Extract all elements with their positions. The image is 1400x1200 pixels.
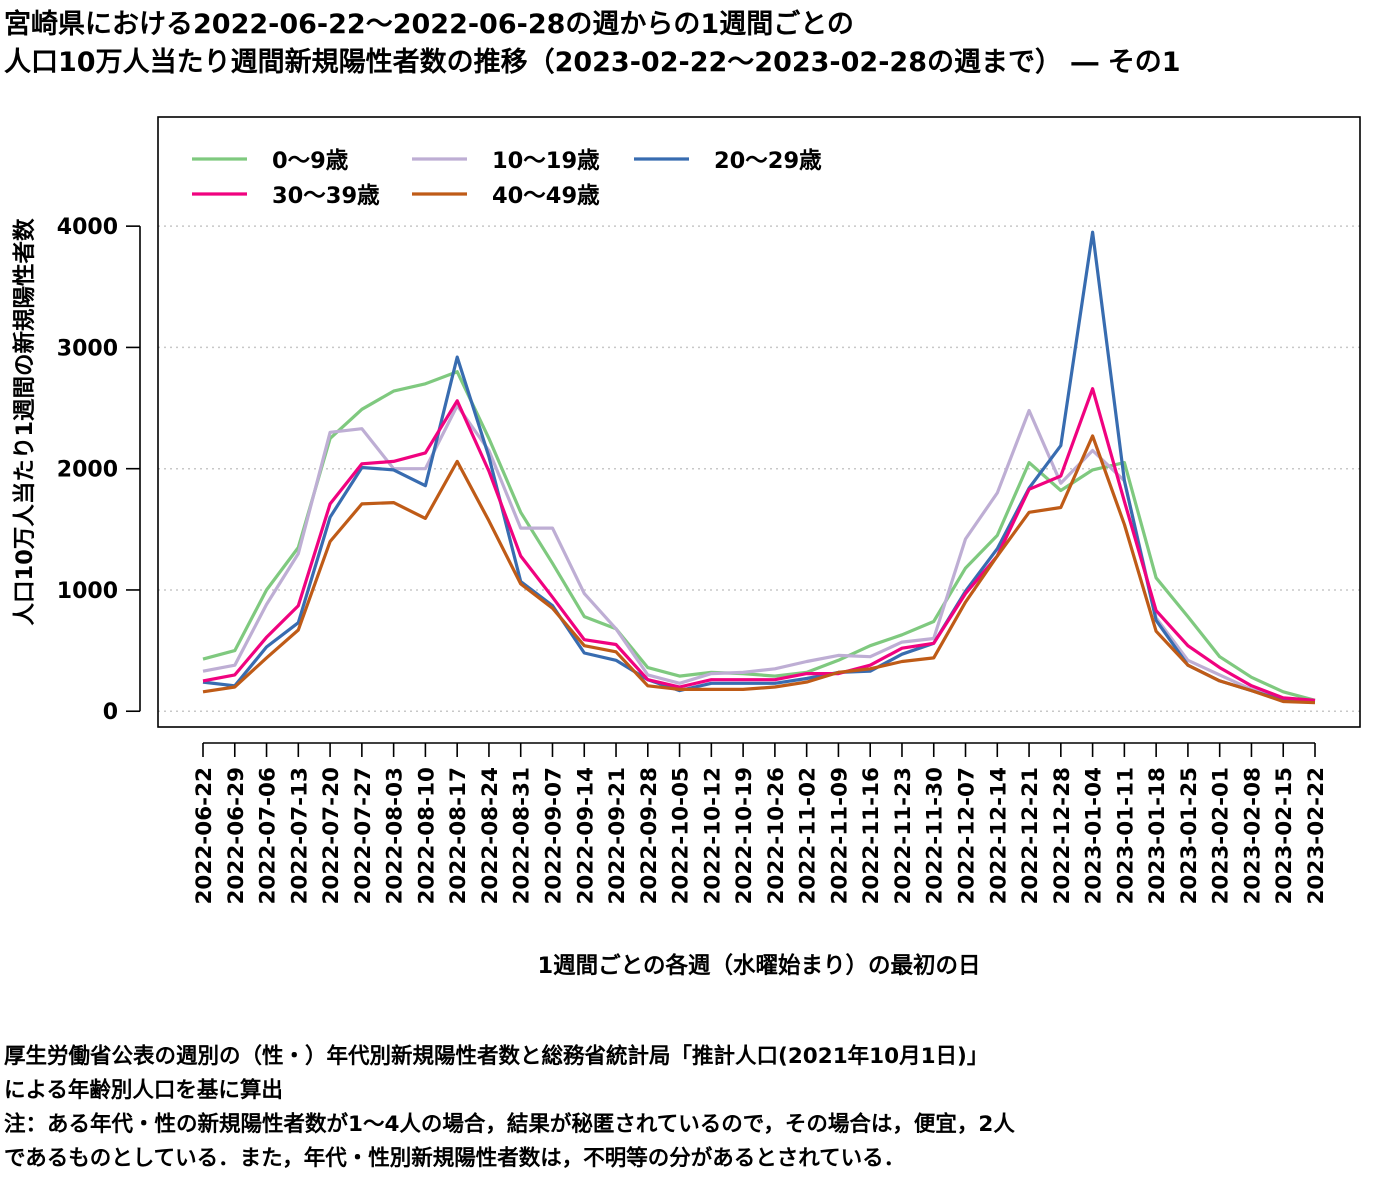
x-tick-label-2: 2022-07-06 — [256, 767, 281, 905]
x-tick-label-1: 2022-06-29 — [224, 767, 249, 905]
x-tick-label-34: 2023-02-15 — [1272, 767, 1297, 905]
legend-label-3: 30〜39歳 — [272, 183, 380, 209]
x-tick-label-6: 2022-08-03 — [383, 767, 408, 905]
y-axis-title: 人口10万人当たり1週間の新規陽性者数 — [11, 218, 38, 625]
x-tick-label-7: 2022-08-10 — [414, 767, 439, 905]
legend-label-1: 10〜19歳 — [492, 148, 600, 174]
x-tick-label-12: 2022-09-14 — [573, 767, 598, 905]
x-tick-label-19: 2022-11-02 — [796, 767, 821, 905]
x-tick-label-14: 2022-09-28 — [637, 767, 662, 905]
x-tick-label-25: 2022-12-14 — [986, 767, 1011, 905]
legend-label-4: 40〜49歳 — [492, 183, 600, 209]
y-tick-label-1: 1000 — [57, 579, 118, 604]
source-notes: 厚生労働省公表の週別の（性・）年代別新規陽性者数と総務省統計局「推計人口(202… — [4, 1040, 1015, 1176]
y-tick-label-0: 0 — [103, 700, 118, 725]
series-line-3 — [202, 387, 1316, 702]
x-tick-label-35: 2023-02-22 — [1304, 767, 1329, 905]
legend-label-2: 20〜29歳 — [714, 148, 822, 174]
x-tick-label-32: 2023-02-01 — [1209, 767, 1234, 905]
x-tick-label-4: 2022-07-20 — [319, 767, 344, 905]
note-line-1: 厚生労働省公表の週別の（性・）年代別新規陽性者数と総務省統計局「推計人口(202… — [4, 1044, 989, 1069]
x-tick-label-0: 2022-06-22 — [192, 767, 217, 905]
x-tick-label-31: 2023-01-25 — [1177, 767, 1202, 905]
note-line-3: 注：ある年代・性の新規陽性者数が1〜4人の場合，結果が秘匿されているので，その場… — [4, 1112, 1015, 1137]
x-tick-label-13: 2022-09-21 — [605, 767, 630, 905]
x-tick-label-16: 2022-10-12 — [700, 767, 725, 905]
note-line-4: であるものとしている．また，年代・性別新規陽性者数は，不明等の分があるとされてい… — [4, 1146, 906, 1171]
x-tick-label-21: 2022-11-16 — [859, 767, 884, 905]
y-tick-label-3: 3000 — [57, 336, 118, 361]
x-tick-label-26: 2022-12-21 — [1018, 767, 1043, 905]
y-tick-label-2: 2000 — [57, 458, 118, 483]
plot-frame — [157, 116, 1361, 728]
x-tick-label-11: 2022-09-07 — [541, 767, 566, 905]
x-axis-title: 1週間ごとの各週（水曜始まり）の最初の日 — [538, 952, 981, 979]
x-tick-label-20: 2022-11-09 — [827, 767, 852, 905]
title-line-2: 人口10万人当たり週間新規陽性者数の推移（2023-02-22〜2023-02-… — [4, 47, 1181, 78]
x-tick-label-23: 2022-11-30 — [923, 767, 948, 905]
x-tick-label-3: 2022-07-13 — [287, 767, 312, 905]
series-line-4 — [202, 434, 1316, 705]
x-tick-label-8: 2022-08-17 — [446, 767, 471, 905]
x-tick-label-30: 2023-01-18 — [1145, 767, 1170, 905]
x-tick-label-15: 2022-10-05 — [669, 767, 694, 905]
x-tick-label-18: 2022-10-26 — [764, 767, 789, 905]
x-tick-label-9: 2022-08-24 — [478, 767, 503, 905]
x-tick-label-33: 2023-02-08 — [1240, 767, 1265, 905]
x-tick-label-24: 2022-12-07 — [955, 767, 980, 905]
y-tick-label-4: 4000 — [57, 215, 118, 240]
x-tick-label-29: 2023-01-11 — [1113, 767, 1138, 905]
series-line-0 — [202, 370, 1316, 702]
note-line-2: による年齢別人口を基に算出 — [4, 1078, 283, 1103]
x-tick-label-17: 2022-10-19 — [732, 767, 757, 905]
x-tick-label-28: 2023-01-04 — [1082, 767, 1107, 905]
series-line-2 — [202, 230, 1316, 704]
title-line-1: 宮崎県における2022-06-22〜2022-06-28の週からの1週間ごとの — [4, 9, 854, 40]
line-chart: 0 1000 2000 3000 4000 2022-06-22 2022-06-29 202… — [11, 116, 1361, 979]
x-tick-label-27: 2022-12-28 — [1050, 767, 1075, 905]
x-tick-label-5: 2022-07-27 — [351, 767, 376, 905]
legend-label-0: 0〜9歳 — [272, 148, 349, 174]
x-tick-label-22: 2022-11-23 — [891, 767, 916, 905]
chart-title: 宮崎県における2022-06-22〜2022-06-28の週からの1週間ごとの … — [4, 6, 1181, 82]
x-tick-label-10: 2022-08-31 — [510, 767, 535, 905]
